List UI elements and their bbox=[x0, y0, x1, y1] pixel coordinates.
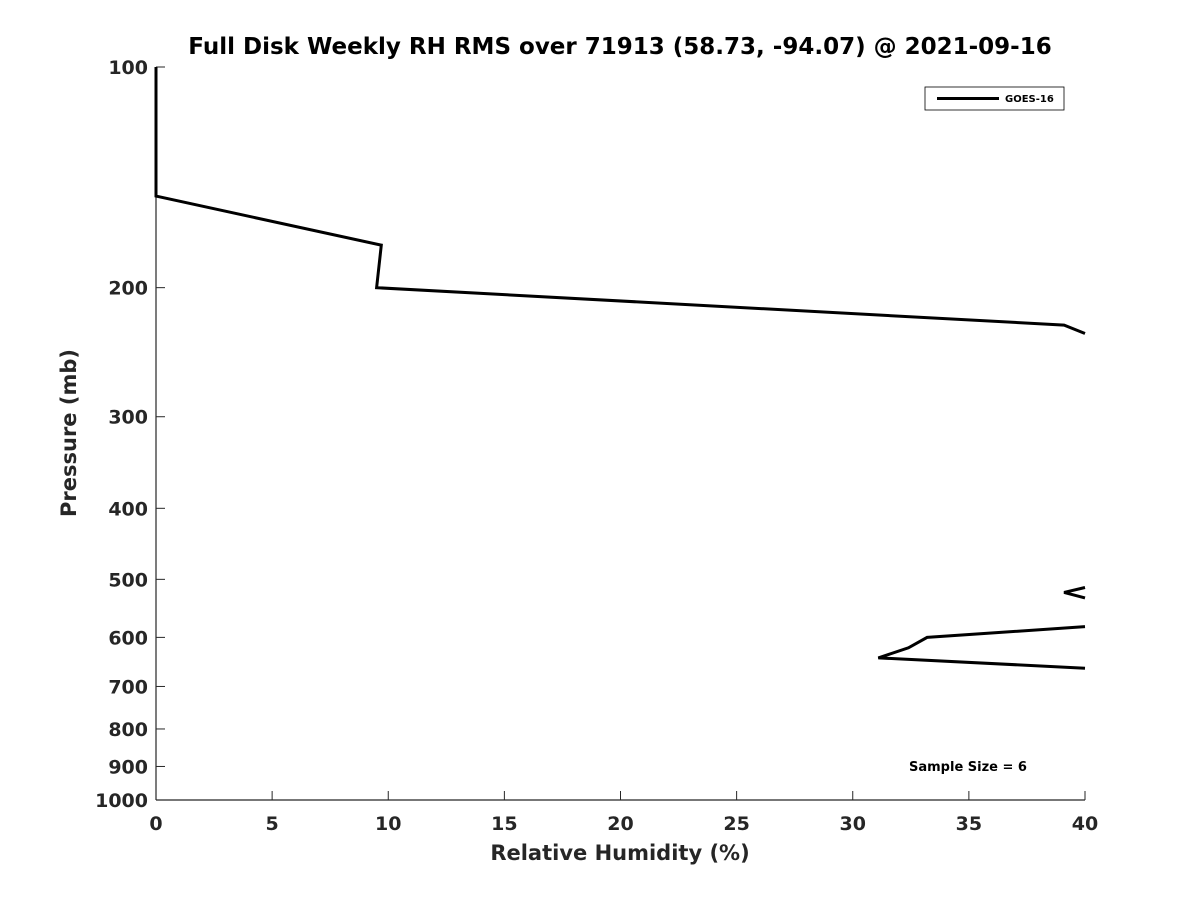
series-line bbox=[877, 625, 1086, 670]
y-axis: 100 200 300 400 500 600 700 800 900 1000 bbox=[95, 57, 165, 812]
x-tick-label: 40 bbox=[1072, 813, 1098, 835]
y-tick-label: 100 bbox=[108, 57, 148, 79]
y-tick-label: 400 bbox=[108, 498, 148, 520]
x-tick-label: 20 bbox=[607, 813, 633, 835]
y-tick-label: 500 bbox=[108, 569, 148, 591]
x-tick-label: 35 bbox=[956, 813, 982, 835]
y-axis-label: Pressure (mb) bbox=[57, 349, 81, 517]
legend: GOES-16 bbox=[924, 86, 1065, 111]
x-tick-label: 0 bbox=[149, 813, 162, 835]
y-tick-label: 300 bbox=[108, 407, 148, 429]
plot-area bbox=[154, 67, 1086, 670]
x-tick-label: 10 bbox=[375, 813, 401, 835]
y-tick-label: 200 bbox=[108, 278, 148, 300]
series-line bbox=[1063, 586, 1086, 600]
series-line bbox=[154, 67, 1086, 335]
y-tick-label: 900 bbox=[108, 756, 148, 778]
x-tick-label: 15 bbox=[491, 813, 517, 835]
x-tick-label: 30 bbox=[840, 813, 866, 835]
chart-title: Full Disk Weekly RH RMS over 71913 (58.7… bbox=[188, 34, 1051, 60]
y-tick-label: 600 bbox=[108, 627, 148, 649]
x-tick-label: 25 bbox=[723, 813, 749, 835]
x-axis-label: Relative Humidity (%) bbox=[490, 841, 749, 865]
x-axis: 0 5 10 15 20 25 30 35 40 bbox=[149, 791, 1098, 835]
y-tick-label: 700 bbox=[108, 676, 148, 698]
y-tick-label: 800 bbox=[108, 719, 148, 741]
axes bbox=[155, 67, 1085, 801]
sample-size-annotation: Sample Size = 6 bbox=[909, 760, 1027, 775]
x-tick-label: 5 bbox=[266, 813, 279, 835]
legend-label: GOES-16 bbox=[1005, 94, 1054, 105]
y-tick-label: 1000 bbox=[95, 790, 148, 812]
